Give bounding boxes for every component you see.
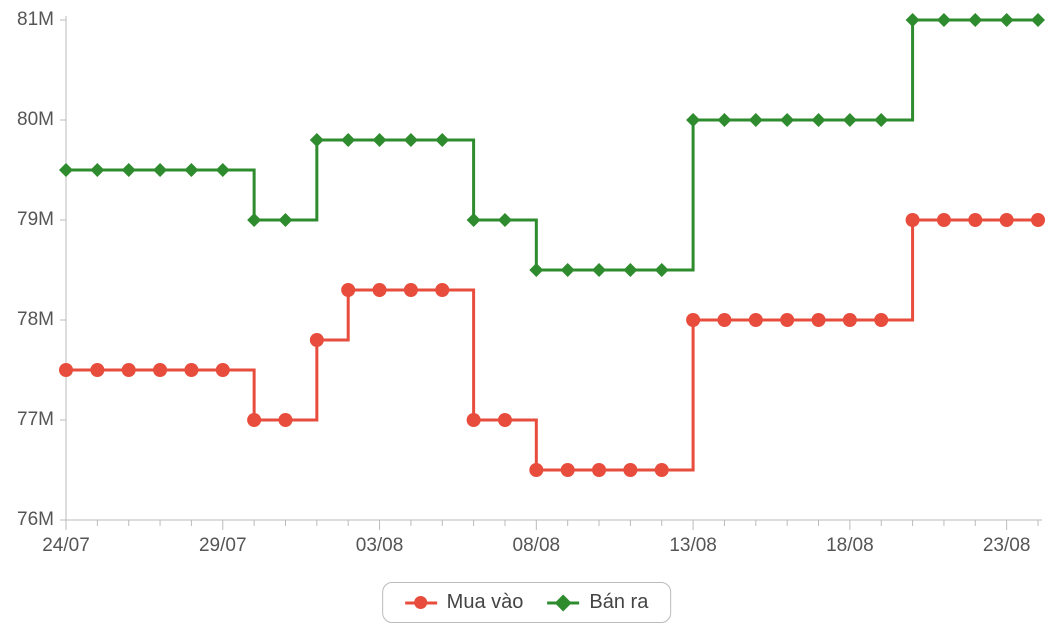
price-chart: 81M 80M 79M 78M 77M 76M 24/07 29/07 03/0…: [0, 0, 1053, 643]
legend-swatch: [547, 596, 579, 610]
legend-item-mua-vao[interactable]: Mua vào: [405, 591, 524, 614]
legend: Mua vào Bán ra: [382, 582, 672, 623]
legend-swatch: [405, 596, 437, 610]
y-tick-label: 77M: [0, 409, 60, 431]
x-tick-label: 08/08: [513, 535, 561, 557]
legend-label: Mua vào: [447, 591, 524, 614]
y-tick-label: 81M: [0, 9, 60, 31]
x-tick-label: 23/08: [983, 535, 1031, 557]
x-tick-label: 03/08: [356, 535, 404, 557]
x-tick-label: 18/08: [826, 535, 874, 557]
y-tick-label: 76M: [0, 509, 60, 531]
legend-label: Bán ra: [589, 591, 648, 614]
x-tick-label: 13/08: [669, 535, 717, 557]
y-tick-label: 79M: [0, 209, 60, 231]
y-tick-label: 80M: [0, 109, 60, 131]
diamond-marker-icon: [555, 594, 572, 611]
circle-marker-icon: [414, 596, 427, 609]
x-tick-label: 29/07: [199, 535, 247, 557]
legend-item-ban-ra[interactable]: Bán ra: [547, 591, 648, 614]
y-tick-label: 78M: [0, 309, 60, 331]
x-tick-label: 24/07: [42, 535, 90, 557]
